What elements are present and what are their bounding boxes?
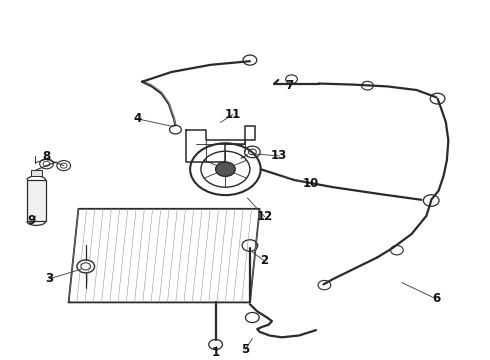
Text: 12: 12 (256, 210, 273, 223)
Text: 11: 11 (224, 108, 241, 121)
Text: 3: 3 (45, 273, 53, 285)
Text: 2: 2 (261, 255, 269, 267)
Text: 7: 7 (285, 79, 293, 92)
Text: 6: 6 (432, 292, 440, 305)
Circle shape (216, 162, 235, 176)
Text: 5: 5 (241, 343, 249, 356)
Text: 8: 8 (43, 150, 50, 163)
Bar (27, 180, 46, 221)
Text: 13: 13 (271, 149, 288, 162)
Text: 10: 10 (303, 177, 319, 190)
Bar (31, 170, 42, 176)
Text: 4: 4 (133, 112, 141, 125)
Text: 1: 1 (212, 346, 220, 359)
Text: 9: 9 (28, 214, 36, 227)
